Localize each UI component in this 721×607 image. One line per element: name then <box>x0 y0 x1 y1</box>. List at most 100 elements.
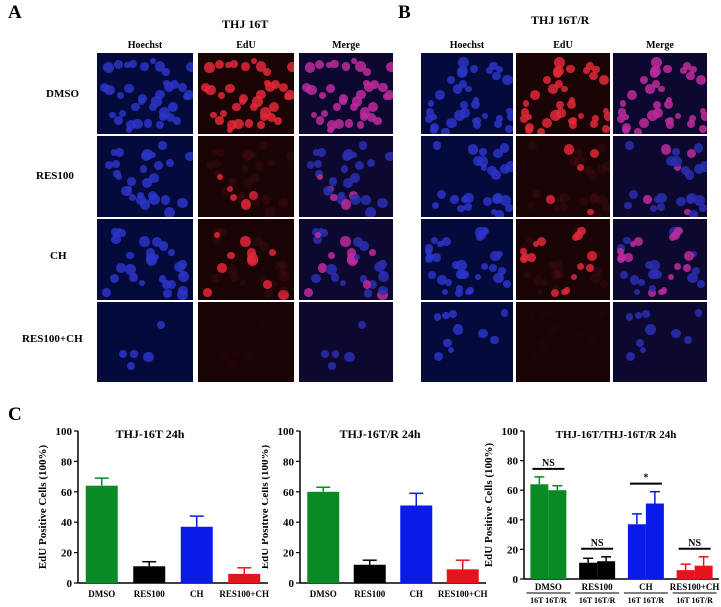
nucleus <box>633 127 643 134</box>
nucleus <box>227 251 235 260</box>
nucleus <box>635 338 645 348</box>
nucleus <box>700 112 707 122</box>
nucleus <box>264 289 273 299</box>
y-tick-label: 80 <box>61 456 73 468</box>
nucleus <box>178 82 188 93</box>
nucleus <box>531 189 542 199</box>
nucleus <box>143 119 152 128</box>
nucleus <box>682 263 691 273</box>
nucleus <box>211 149 219 156</box>
nucleus <box>686 148 697 158</box>
nucleus <box>350 57 358 65</box>
nucleus <box>269 248 277 256</box>
y-tick-label: 100 <box>278 426 295 438</box>
nucleus <box>126 361 135 370</box>
bar <box>353 564 386 583</box>
nucleus <box>490 250 501 262</box>
nucleus <box>472 96 480 104</box>
nucleus <box>104 161 113 170</box>
nucleus <box>479 147 488 156</box>
nucleus <box>359 275 367 283</box>
panel-b-col-merge: Merge <box>646 40 674 51</box>
nucleus <box>574 156 585 167</box>
nucleus <box>684 169 695 180</box>
nucleus <box>168 248 176 256</box>
nucleus <box>340 280 347 287</box>
nucleus <box>254 253 261 261</box>
chart-thj-16t: THJ-16T 24h 0 20 40 60 80 100 EdU Positive Cel… <box>37 426 269 599</box>
nucleus <box>603 107 610 115</box>
nucleus <box>530 89 541 100</box>
nucleus <box>554 79 563 88</box>
nucleus <box>495 210 505 217</box>
nucleus <box>582 67 590 75</box>
nucleus <box>109 274 119 284</box>
nucleus <box>110 149 118 156</box>
nucleus <box>362 67 371 76</box>
nucleus <box>357 321 366 330</box>
nucleus <box>201 82 211 93</box>
nucleus <box>543 347 550 354</box>
nucleus <box>625 141 634 150</box>
chart-thj-16t-r: THJ-16T/R 24h 0 20 40 60 80 100 EdU Positive C… <box>262 426 488 599</box>
nucleus <box>688 210 698 217</box>
nucleus <box>601 204 610 213</box>
nucleus <box>154 61 165 72</box>
nucleus <box>619 271 628 279</box>
nucleus <box>559 192 571 204</box>
nucleus <box>570 273 578 281</box>
nucleus <box>451 261 461 270</box>
nucleus <box>149 193 161 205</box>
nucleus <box>520 115 528 123</box>
nucleus <box>449 310 458 319</box>
nucleus <box>210 274 220 284</box>
nucleus <box>226 185 234 192</box>
nucleus <box>528 141 537 150</box>
nucleus <box>540 279 548 287</box>
nucleus <box>457 204 465 212</box>
nucleus <box>621 122 632 133</box>
nucleus <box>493 148 503 158</box>
y-tick-label: 60 <box>507 485 519 497</box>
nucleus <box>279 285 289 296</box>
nucleus <box>225 264 237 276</box>
nucleus <box>220 350 229 359</box>
nucleus <box>151 95 162 107</box>
nucleus <box>374 261 386 273</box>
micrograph-b-res100-ch-merge <box>613 302 707 382</box>
nucleus <box>386 61 393 73</box>
x-tick-label: CH <box>190 589 204 599</box>
nucleus <box>437 240 444 248</box>
nucleus <box>115 147 125 158</box>
nucleus <box>597 309 606 317</box>
nucleus <box>670 231 680 241</box>
nucleus <box>166 112 176 122</box>
nucleus <box>240 280 247 287</box>
nucleus <box>162 280 171 289</box>
nucleus <box>676 196 686 207</box>
x-tick-label: CH <box>410 589 424 599</box>
nucleus <box>442 311 450 320</box>
nucleus <box>174 261 185 273</box>
x-tick-label: RES100 <box>134 589 166 599</box>
significance-label: NS <box>542 458 555 469</box>
nucleus <box>488 263 498 273</box>
nucleus <box>333 118 344 129</box>
nucleus <box>552 67 563 78</box>
nucleus <box>673 262 681 270</box>
nucleus <box>378 82 388 93</box>
nucleus <box>159 107 170 119</box>
nucleus <box>124 264 136 276</box>
nucleus <box>617 108 627 117</box>
nucleus <box>328 361 337 370</box>
nucleus <box>577 164 584 171</box>
bar <box>530 484 549 579</box>
nucleus <box>355 160 365 170</box>
x-tick-label: DMSO <box>535 582 562 592</box>
nucleus <box>350 151 357 159</box>
nucleus <box>433 313 442 321</box>
nucleus <box>522 100 530 107</box>
x-group-sublabel: 16T 16T/R <box>676 596 713 605</box>
nucleus <box>486 67 494 75</box>
nucleus <box>692 267 700 275</box>
